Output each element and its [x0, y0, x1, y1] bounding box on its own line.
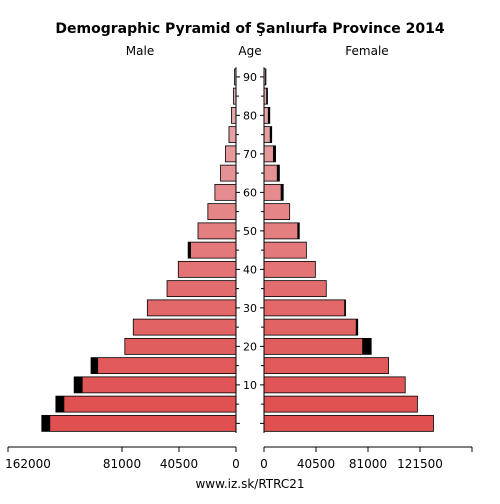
age-tick-label: 90 [243, 71, 257, 84]
female-excess-bar-75-79 [269, 126, 272, 143]
female-x-tick-label: 0 [260, 457, 268, 471]
female-excess-bar-30-34 [344, 299, 346, 316]
female-excess-bar-65-69 [276, 165, 280, 182]
male-x-tick-label: 40500 [160, 457, 198, 471]
male-excess-bar-45-49 [188, 242, 191, 259]
footer-url: www.iz.sk/RTRC21 [195, 477, 304, 491]
male-bar-5-9 [55, 395, 237, 413]
female-x-tick-label: 40500 [297, 457, 335, 471]
male-bar-45-49 [187, 241, 237, 259]
female-label: Female [345, 44, 388, 58]
male-bar-30-34 [146, 299, 237, 317]
female-x-tick-label: 121500 [397, 457, 443, 471]
age-tick-label: 70 [243, 148, 257, 161]
chart-title: Demographic Pyramid of Şanlıurfa Provinc… [55, 21, 444, 37]
male-bar-40-44 [177, 260, 237, 278]
female-bar-20-24 [263, 337, 372, 355]
age-tick-label: 30 [243, 302, 257, 315]
male-excess-bar-15-19 [91, 357, 99, 374]
male-bar-35-39 [166, 280, 237, 298]
female-bar-35-39 [263, 280, 327, 298]
female-excess-bar-60-64 [280, 184, 284, 201]
age-label: Age [238, 44, 261, 58]
male-label: Male [126, 44, 154, 58]
male-bar-0-4 [41, 414, 237, 432]
male-x-tick-label: 0 [232, 457, 240, 471]
female-bar-0-4 [263, 414, 434, 432]
male-bar-80-84 [231, 106, 237, 124]
male-bar-70-74 [225, 145, 237, 163]
female-excess-bar-80-84 [267, 107, 270, 124]
female-excess-bar-90+ [265, 68, 266, 85]
female-bar-40-44 [263, 260, 316, 278]
age-tick-label: 50 [243, 225, 257, 238]
female-excess-bar-20-24 [362, 338, 372, 355]
male-excess-bar-5-9 [55, 396, 65, 413]
bars-layer [41, 68, 434, 432]
female-bar-55-59 [263, 203, 291, 221]
male-bar-75-79 [228, 126, 237, 144]
age-tick-label: 40 [243, 263, 257, 276]
female-excess-bar-25-29 [355, 319, 358, 336]
male-bar-10-14 [73, 376, 237, 394]
female-excess-bar-50-54 [297, 222, 300, 239]
age-tick-label: 20 [243, 340, 257, 353]
female-bar-50-54 [263, 222, 300, 240]
male-excess-bar-0-4 [41, 415, 51, 432]
male-excess-bar-10-14 [74, 376, 83, 393]
female-bar-10-14 [263, 376, 406, 394]
male-x-tick-label: 162000 [5, 457, 51, 471]
age-tick-label: 60 [243, 186, 257, 199]
female-excess-bar-70-74 [272, 145, 276, 162]
male-x-tick-label: 81000 [103, 457, 141, 471]
male-bar-55-59 [207, 203, 237, 221]
female-x-tick-label: 81000 [349, 457, 387, 471]
male-bar-50-54 [197, 222, 237, 240]
female-excess-bar-85-89 [266, 88, 268, 105]
female-bar-5-9 [263, 395, 418, 413]
male-bar-25-29 [132, 318, 237, 336]
female-bar-15-19 [263, 357, 389, 375]
age-tick-label: 80 [243, 109, 257, 122]
female-bar-45-49 [263, 241, 307, 259]
male-bar-65-69 [220, 164, 237, 182]
male-bar-20-24 [124, 337, 237, 355]
female-bar-30-34 [263, 299, 346, 317]
female-bar-60-64 [263, 183, 284, 201]
axes-layer: 10 20 30 40 50 60 70 80 90 162000 81000 40500 0 0 4050… [5, 67, 473, 471]
age-tick-label: 10 [243, 379, 257, 392]
male-bar-15-19 [90, 357, 237, 375]
female-bar-25-29 [263, 318, 359, 336]
male-bar-60-64 [214, 183, 237, 201]
